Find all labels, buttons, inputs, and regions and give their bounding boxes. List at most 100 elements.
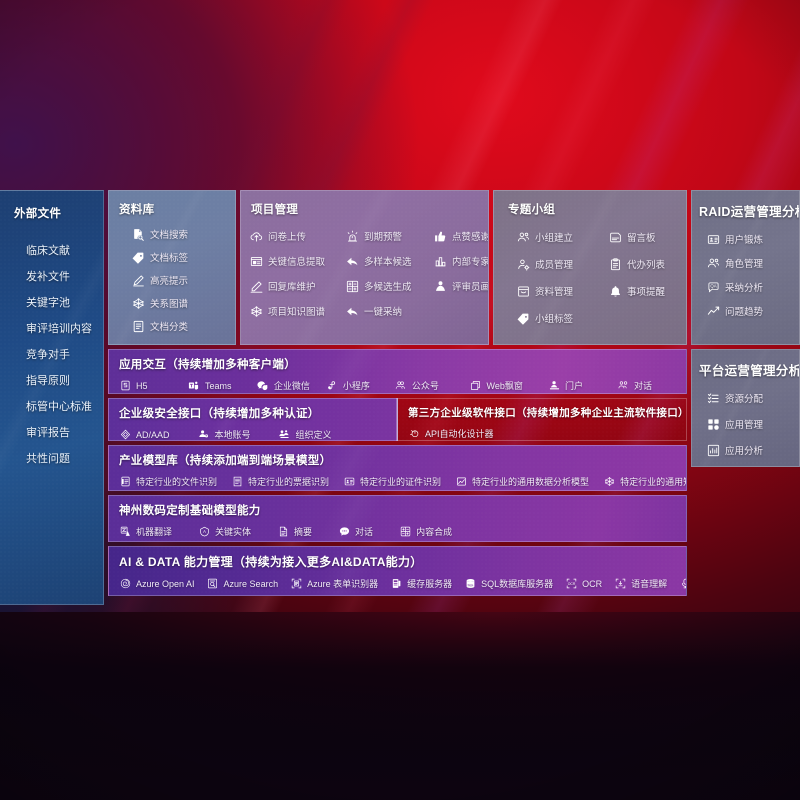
- sidebar-item-clinical-literature[interactable]: 临床文献: [26, 245, 70, 257]
- model-item-receipt-recognition[interactable]: 特定行业的票据识别: [231, 475, 329, 488]
- base-item-label: 摘要: [294, 527, 313, 537]
- pm-item-project-knowledge-graph[interactable]: 项目知识图谱: [249, 304, 345, 318]
- mini-program-icon: [326, 380, 338, 392]
- ai-item-voice-understanding[interactable]: 语音理解: [614, 577, 667, 590]
- archive-box-icon: [516, 284, 530, 298]
- pm-item-internal-expert-ranking[interactable]: 内部专家排名: [433, 254, 488, 268]
- app-item-wechat-work[interactable]: 企业微信: [257, 379, 326, 392]
- kb-item-label: 文档分类: [150, 322, 189, 333]
- app-item-web-float-window[interactable]: Web飘窗: [470, 379, 549, 392]
- ai-item-ocr[interactable]: OCR OCR: [565, 578, 602, 590]
- tg-item-message-board[interactable]: 留言板: [608, 230, 686, 244]
- pm-item-multi-candidate-generation[interactable]: 多候选生成: [345, 279, 433, 293]
- raid-item-adoption-analysis[interactable]: QA 采纳分析: [706, 280, 799, 294]
- model-item-id-recognition[interactable]: 特定行业的证件识别: [343, 475, 441, 488]
- ai-item-cache-server[interactable]: 缓存服务器: [390, 577, 452, 590]
- tg-item-event-reminder[interactable]: 事项提醒: [608, 284, 686, 298]
- raid-item-user-training[interactable]: 用户锻炼: [706, 232, 799, 246]
- base-item-label: 关键实体: [215, 527, 252, 537]
- tg-item-material-management[interactable]: 资料管理: [516, 284, 608, 298]
- kb-item-document-classification[interactable]: 文档分类: [131, 319, 235, 333]
- model-item-file-recognition[interactable]: 特定行业的文件识别: [119, 475, 217, 488]
- sidebar-item-competitors[interactable]: 竞争对手: [26, 349, 70, 361]
- base-item-dialogue[interactable]: 对话: [338, 525, 373, 538]
- base-item-summary[interactable]: 摘要: [277, 525, 312, 538]
- kb-item-label: 文档搜索: [150, 230, 189, 241]
- ai-item-tts[interactable]: TTS: [679, 578, 686, 590]
- tg-item-group-tag[interactable]: 小组标签: [516, 311, 608, 325]
- third-item-api-designer[interactable]: API自动化设计器: [408, 427, 494, 440]
- model-item-data-analysis[interactable]: 特定行业的通用数据分析模型: [455, 475, 589, 488]
- sidebar-item-common-issues[interactable]: 共性问题: [26, 453, 70, 465]
- plat-item-app-management[interactable]: 应用管理: [706, 417, 799, 431]
- raid-item-issue-trend[interactable]: 问题趋势: [706, 304, 799, 318]
- sidebar-item-guidelines[interactable]: 指导原则: [26, 375, 70, 387]
- pm-item-label: 到期预警: [364, 232, 403, 243]
- raid-item-role-management[interactable]: 角色管理: [706, 256, 799, 270]
- tg-item-group-creation[interactable]: 小组建立: [516, 230, 608, 244]
- document-search-icon: [131, 227, 145, 241]
- user-card-icon: [706, 232, 720, 246]
- ai-item-azure-openai[interactable]: Azure Open AI: [119, 578, 195, 590]
- pm-item-key-info-extraction[interactable]: 关键信息提取: [249, 254, 345, 268]
- tag-icon: [516, 311, 530, 325]
- pm-item-multi-sample-candidate[interactable]: 多样本候选: [345, 254, 433, 268]
- kb-item-label: 关系图谱: [150, 299, 189, 310]
- kb-item-highlight[interactable]: 高亮提示: [131, 273, 235, 287]
- kb-item-document-search[interactable]: 文档搜索: [131, 227, 235, 241]
- kb-item-document-tag[interactable]: 文档标签: [131, 250, 235, 264]
- pm-item-questionnaire-upload[interactable]: 问卷上传: [249, 229, 345, 243]
- app-item-mini-program[interactable]: 小程序: [326, 379, 395, 392]
- pm-item-label: 多候选生成: [364, 282, 412, 293]
- task-list-icon: [706, 391, 720, 405]
- base-model-title: 神州数码定制基础模型能力: [119, 505, 261, 517]
- plat-item-app-analysis[interactable]: 应用分析: [706, 443, 799, 457]
- sec-item-organization-definition[interactable]: 组织定义: [279, 428, 332, 440]
- pm-item-expiry-warning[interactable]: 到期预警: [345, 229, 433, 243]
- sec-item-label: AD/AAD: [136, 429, 170, 440]
- security-interface-title: 企业级安全接口（持续增加多种认证）: [119, 408, 320, 420]
- sidebar-item-standards-center[interactable]: 标管中心标准: [26, 401, 92, 413]
- model-item-knowledge-graph[interactable]: 特定行业的通用知识图谱模型: [603, 475, 686, 488]
- industry-model-title: 产业模型库（持续添加端到端场景模型）: [119, 455, 332, 467]
- plat-item-resource-allocation[interactable]: 资源分配: [706, 391, 799, 405]
- svg-text:OCR: OCR: [567, 582, 575, 586]
- pm-item-label: 关键信息提取: [268, 257, 326, 268]
- sidebar-item-supplement-file[interactable]: 发补文件: [26, 271, 70, 283]
- user-settings-icon: [516, 257, 530, 271]
- sidebar-item-keyword-pool[interactable]: 关键字池: [26, 297, 70, 309]
- tg-item-todo-list[interactable]: 代办列表: [608, 257, 686, 271]
- sec-item-local-account[interactable]: 本地账号: [198, 428, 251, 440]
- ai-item-azure-search[interactable]: Azure Search: [207, 578, 278, 590]
- pm-item-reply-library-maintenance[interactable]: 回复库维护: [249, 279, 345, 293]
- row-industry-model: 产业模型库（持续添加端到端场景模型） 特定行业的文件识别 特定行业的票据识别 特…: [108, 445, 687, 491]
- kb-item-relation-graph[interactable]: 关系图谱: [131, 296, 235, 310]
- base-model-list: 机器翻译 A 关键实体 摘要 对话 内容合成: [119, 525, 686, 538]
- app-item-portal[interactable]: 门户: [548, 379, 617, 392]
- app-item-dialogue[interactable]: 对话: [617, 379, 686, 392]
- project-management-title: 项目管理: [251, 204, 299, 216]
- pm-item-thanks-like[interactable]: 点赞感谢: [433, 229, 488, 243]
- sec-item-ad-aad[interactable]: AD/AAD: [119, 429, 170, 441]
- ai-item-sql-database-server[interactable]: SQL SQL数据库服务器: [464, 577, 553, 590]
- app-item-teams[interactable]: Teams: [188, 380, 257, 392]
- thumbs-up-icon: [433, 229, 447, 243]
- cloud-upload-icon: [249, 229, 263, 243]
- sidebar-list: 临床文献 发补文件 关键字池 审评培训内容 竞争对手 指导原则 标管中心标准 审…: [0, 237, 103, 471]
- ai-item-form-recognizer[interactable]: Azure 表单识别器: [290, 577, 378, 590]
- tg-item-member-management[interactable]: 成员管理: [516, 257, 608, 271]
- pm-grid-spacer: [433, 304, 488, 318]
- sidebar-item-review-report[interactable]: 审评报告: [26, 427, 70, 439]
- pm-item-one-click-adopt[interactable]: 一键采纳: [345, 304, 433, 318]
- pm-item-reviewer-portrait[interactable]: 评审员画像: [433, 279, 488, 293]
- base-item-key-entity[interactable]: A 关键实体: [198, 525, 251, 538]
- ai-item-label: Azure 表单识别器: [307, 579, 379, 589]
- html5-icon: [119, 380, 131, 392]
- base-item-machine-translation[interactable]: 机器翻译: [119, 525, 172, 538]
- sidebar-item-review-training[interactable]: 审评培训内容: [26, 323, 92, 335]
- project-management-grid: 问卷上传 到期预警 点赞感谢 关键信息提取 多样本候选 内部专家排名: [249, 229, 488, 318]
- app-item-official-account[interactable]: 公众号: [395, 379, 470, 392]
- base-item-content-synthesis[interactable]: 内容合成: [399, 525, 452, 538]
- app-item-h5[interactable]: H5: [119, 380, 188, 392]
- third-item-label: API自动化设计器: [425, 429, 494, 439]
